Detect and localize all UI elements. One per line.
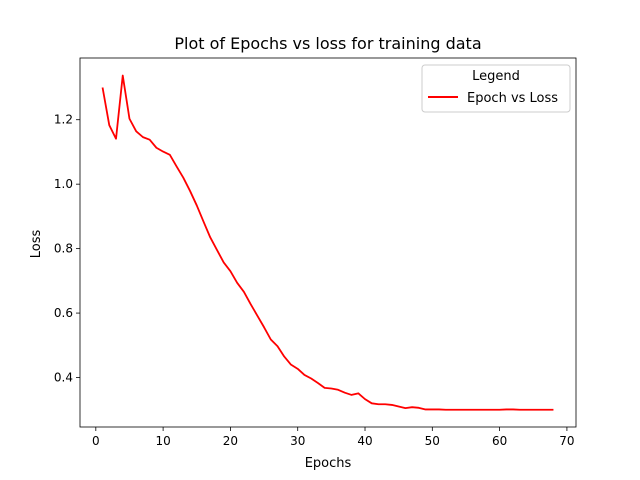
x-axis: 0 10 20 30 40 50 60 70 <box>92 427 575 448</box>
x-tick-label: 50 <box>425 434 440 448</box>
series-line-epoch-vs-loss <box>101 74 554 411</box>
legend-title: Legend <box>472 69 520 84</box>
x-tick-label: 10 <box>155 434 170 448</box>
legend: Legend Epoch vs Loss <box>421 64 571 113</box>
legend-box <box>421 64 571 113</box>
x-tick-label: 40 <box>357 434 372 448</box>
y-axis: 0.4 0.6 0.8 1.0 1.2 <box>54 113 80 385</box>
plot-frame <box>79 57 577 428</box>
y-tick-label: 0.4 <box>54 371 73 385</box>
x-tick-label: 0 <box>92 434 100 448</box>
y-tick-label: 1.2 <box>54 113 73 127</box>
y-axis-label: Loss <box>29 230 44 259</box>
y-tick-label: 1.0 <box>54 177 73 191</box>
series-layer <box>101 74 554 411</box>
x-tick-label: 70 <box>559 434 574 448</box>
chart-title: Plot of Epochs vs loss for training data <box>174 34 481 53</box>
x-axis-label: Epochs <box>305 456 352 471</box>
x-tick-label: 60 <box>492 434 507 448</box>
y-tick-label: 0.8 <box>54 242 73 256</box>
x-tick-label: 30 <box>290 434 305 448</box>
plot-area <box>79 57 577 428</box>
legend-entry-label: Epoch vs Loss <box>467 91 558 106</box>
x-tick-label: 20 <box>223 434 238 448</box>
plot-background <box>80 58 576 427</box>
y-tick-label: 0.6 <box>54 306 73 320</box>
